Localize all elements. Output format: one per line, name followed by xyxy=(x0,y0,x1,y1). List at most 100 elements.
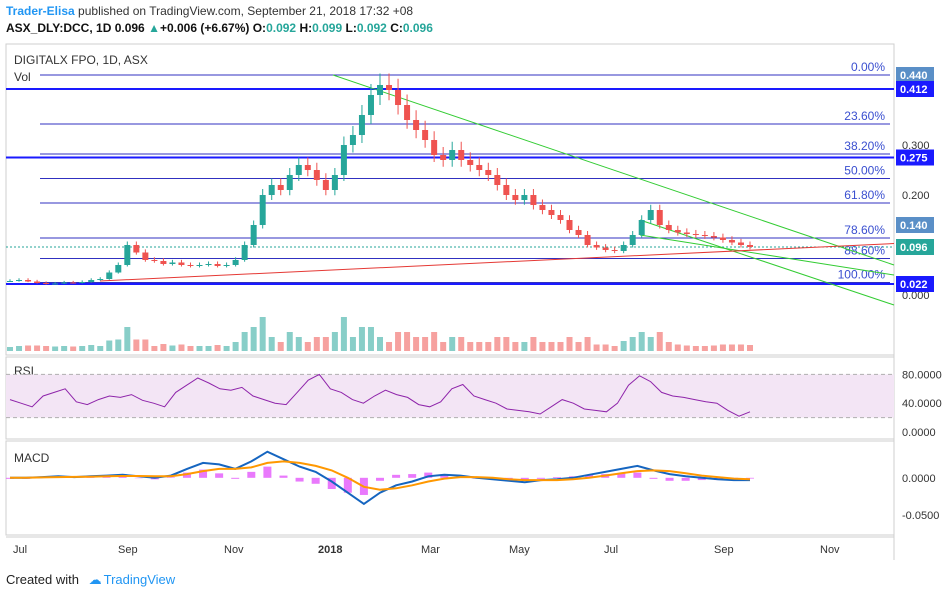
volume-bar xyxy=(747,345,753,351)
volume-bar xyxy=(88,345,95,351)
volume-bar xyxy=(313,337,320,351)
volume-bar xyxy=(223,346,230,351)
created-with-text: Created with xyxy=(6,572,79,587)
candle-body xyxy=(674,230,681,233)
time-axis-label: Nov xyxy=(820,544,840,556)
volume-bar xyxy=(340,317,347,351)
time-axis-label: Jul xyxy=(604,544,618,556)
rsi-layer: 80.0000 40.0000 0.0000 xyxy=(6,369,942,439)
price-pane[interactable] xyxy=(5,43,895,356)
volume-bar xyxy=(124,327,131,351)
volume-bar xyxy=(710,345,717,351)
candle-body xyxy=(34,281,41,283)
candle-body xyxy=(124,245,131,265)
volume-bar xyxy=(719,344,726,351)
volume-bar xyxy=(268,337,275,351)
downtrend-line xyxy=(639,234,895,276)
candle-body xyxy=(701,235,708,236)
candle-body xyxy=(187,265,194,266)
footer: Created with ☁ TradingView xyxy=(6,572,175,588)
volume-bar xyxy=(656,332,663,351)
price-badge xyxy=(896,81,934,97)
axis-layer: 0.3000.2000.1000.0000.4400.4120.2750.140… xyxy=(13,67,934,556)
high-value: 0.099 xyxy=(312,21,343,35)
volume-bar xyxy=(25,345,32,351)
volume-bar xyxy=(358,327,365,351)
macd-histogram-bar xyxy=(392,474,401,478)
price-badge-label: 0.412 xyxy=(900,84,928,96)
volume-bar xyxy=(521,342,528,351)
volume-bar xyxy=(367,327,374,351)
volume-bar xyxy=(683,345,690,351)
rsi-axis-label: 80.0000 xyxy=(902,369,942,381)
macd-histogram-bar xyxy=(633,472,642,478)
volume-bar xyxy=(232,342,239,351)
price-axis-label: 0.000 xyxy=(902,290,930,302)
candle-body xyxy=(602,247,609,250)
macd-label: MACD xyxy=(14,451,50,465)
macd-histogram-bar xyxy=(118,476,127,478)
volume-bar xyxy=(692,346,699,351)
open-label: O: xyxy=(252,21,267,35)
candle-body xyxy=(196,265,203,266)
macd-layer: 0.0000 -0.0500 xyxy=(6,450,939,522)
macd-histogram-bar xyxy=(520,477,529,481)
volume-bar xyxy=(205,346,212,351)
candle-body xyxy=(223,265,230,266)
candle-body xyxy=(485,170,492,175)
price-badge xyxy=(896,67,934,83)
candle-body xyxy=(656,210,663,225)
fib-label: 78.60% xyxy=(844,223,885,237)
candle-body xyxy=(557,215,564,220)
volume-bar xyxy=(701,346,708,351)
candle-body xyxy=(322,180,329,190)
candle-body xyxy=(277,185,284,190)
price-badge xyxy=(896,217,934,233)
candle-body xyxy=(97,279,104,280)
candle-body xyxy=(7,281,13,282)
volume-bar xyxy=(214,345,221,351)
candle-body xyxy=(458,150,465,160)
volume-bar xyxy=(404,332,411,351)
rsi-axis-label: 0.0000 xyxy=(902,427,936,439)
candle-body xyxy=(88,280,95,282)
price-badge xyxy=(896,239,934,255)
candle-body xyxy=(512,195,519,200)
volume-bar xyxy=(593,344,600,351)
price-layer: 0.00%23.60%38.20%50.00%61.80%78.60%88.60… xyxy=(6,60,895,351)
tradingview-brand[interactable]: TradingView xyxy=(103,572,176,587)
author-link[interactable]: Trader-Elisa xyxy=(6,4,75,18)
volume-bar xyxy=(169,345,176,351)
volume-bar xyxy=(295,337,302,351)
volume-bar xyxy=(602,344,609,351)
macd-histogram-bar xyxy=(697,477,706,481)
volume-bar xyxy=(629,337,636,351)
volume-bar xyxy=(322,337,329,351)
candle-body xyxy=(241,245,248,260)
volume-bar xyxy=(485,342,492,351)
candle-body xyxy=(331,175,338,190)
volume-bar xyxy=(575,342,582,351)
candle-body xyxy=(61,282,68,284)
tradingview-logo-icon[interactable]: ☁ xyxy=(88,572,102,587)
candle-body xyxy=(710,236,717,238)
volume-bar xyxy=(52,346,59,351)
volume-bar xyxy=(331,332,338,351)
macd-pane[interactable] xyxy=(5,440,895,536)
volume-bar xyxy=(178,344,185,351)
macd-histogram-bar xyxy=(552,477,561,478)
candle-body xyxy=(358,115,365,135)
time-axis-label: 2018 xyxy=(318,544,342,556)
macd-histogram-bar xyxy=(617,473,626,478)
price-axis-label: 0.300 xyxy=(902,140,930,152)
volume-bar xyxy=(241,332,248,351)
macd-histogram-bar xyxy=(440,474,449,478)
fib-label: 0.00% xyxy=(851,60,885,74)
volume-bar xyxy=(494,337,501,351)
price-badge-label: 0.440 xyxy=(900,70,928,82)
macd-histogram-bar xyxy=(199,469,208,478)
open-value: 0.092 xyxy=(266,21,297,35)
macd-histogram-bar xyxy=(215,473,224,478)
volume-bar xyxy=(584,337,591,351)
